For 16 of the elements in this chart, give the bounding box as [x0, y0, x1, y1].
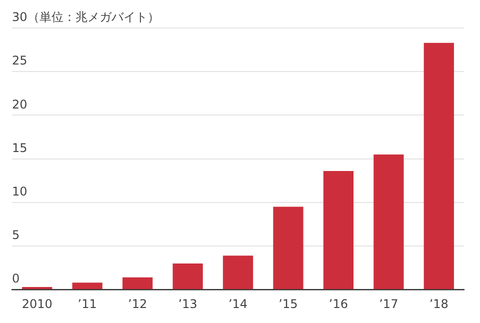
x-tick-label: ’18	[429, 296, 448, 311]
y-tick-label: 10	[12, 184, 28, 199]
x-tick-label: ’11	[78, 296, 97, 311]
x-tick-label: ’17	[379, 296, 398, 311]
y-tick-label: 20	[12, 97, 28, 112]
y-tick-label: 25	[12, 54, 28, 68]
y-tick-label: 5	[12, 228, 20, 242]
y-tick-label: 15	[12, 140, 28, 155]
x-tick-label: ’12	[128, 296, 148, 311]
y-tick-label: 0	[12, 272, 20, 286]
y-tick-label: 30（単位：兆メガバイト）	[12, 10, 160, 24]
x-tick-label: ’15	[278, 296, 298, 311]
x-tick-label: ’13	[178, 296, 198, 311]
x-tick-label: ’16	[328, 296, 348, 311]
x-tick-label: 2010	[22, 296, 52, 311]
x-tick-label: ’14	[228, 296, 248, 311]
